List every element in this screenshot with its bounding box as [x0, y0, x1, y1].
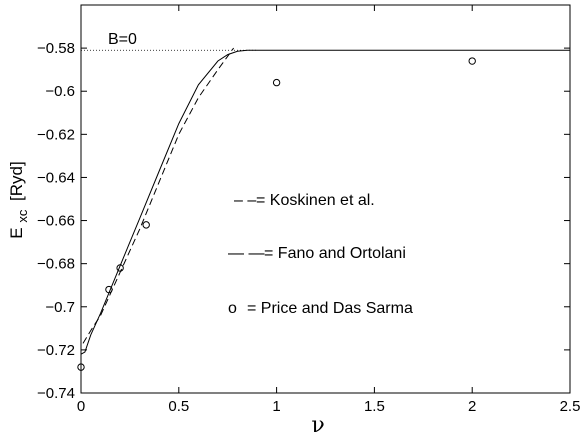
x-axis-label: ν [311, 413, 324, 436]
y-tick-label: −0.7 [45, 299, 75, 316]
x-tick-label: 1 [272, 398, 280, 415]
x-tick-label: 1.5 [364, 398, 385, 415]
y-axis-label-units: [Ryd] [7, 161, 26, 201]
series-point [272, 78, 281, 87]
annotation-b0: B=0 [108, 31, 137, 48]
legend-symbol-fano: — — [228, 245, 264, 262]
y-tick-label: −0.72 [37, 342, 75, 359]
series-layer [77, 47, 570, 371]
y-tick-label: −0.66 [37, 213, 75, 230]
series-line-0 [80, 49, 570, 355]
y-axis-label: E xc [Ryd] [7, 161, 31, 239]
svg-text:E xc [Ryd]: E xc [Ryd] [7, 161, 31, 239]
legend-label-fano: = Fano and Ortolani [264, 245, 406, 262]
y-axis-label-sub: xc [15, 209, 30, 223]
ticks: 0 0.5 1 1.5 2 2.5 −0.74 −0.72 −0.7 −0.68 −0.66 −0.6… [37, 5, 580, 415]
y-tick-label: −0.68 [37, 256, 75, 273]
series-point [77, 363, 85, 371]
series-point [142, 221, 150, 229]
legend-label-price: = Price and Das Sarma [247, 300, 413, 317]
x-tick-label: 0.5 [168, 398, 189, 415]
legend-symbol-price: o [228, 300, 237, 317]
legend-symbol-koskinen: – – [234, 192, 256, 209]
series-point [116, 264, 124, 272]
x-tick-label: 2 [468, 398, 476, 415]
y-axis-label-main: E [7, 227, 26, 238]
x-tick-label: 0 [77, 398, 85, 415]
series-line-1 [82, 47, 235, 344]
y-tick-label: −0.6 [45, 83, 75, 100]
plot-frame [80, 4, 571, 394]
y-tick-label: −0.62 [37, 126, 75, 143]
legend-label-koskinen: = Koskinen et al. [256, 192, 375, 209]
x-tick-label: 2.5 [560, 398, 581, 415]
y-tick-label: −0.74 [37, 385, 75, 402]
series-point [468, 57, 476, 65]
y-tick-label: −0.64 [37, 169, 75, 186]
legend: – – = Koskinen et al. — — = Fano and Ort… [228, 192, 413, 317]
y-tick-label: −0.58 [37, 40, 75, 57]
series-point [105, 285, 113, 294]
